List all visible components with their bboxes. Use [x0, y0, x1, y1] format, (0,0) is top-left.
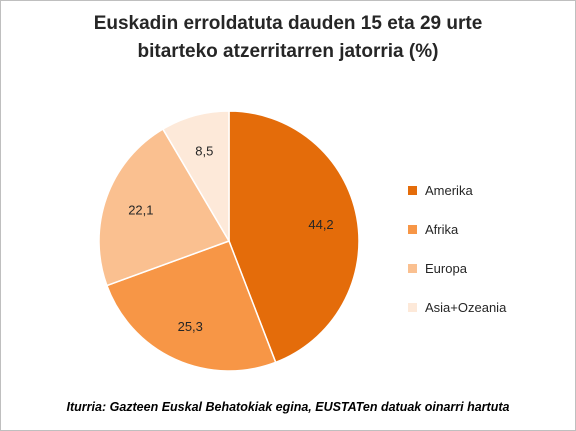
chart-title-line-1: Euskadin erroldatuta dauden 15 eta 29 ur… — [93, 13, 483, 34]
legend-label-asia-ozeania: Asia+Ozeania — [425, 299, 507, 315]
chart-title: Euskadin erroldatuta dauden 15 eta 29 ur… — [0, 10, 576, 66]
data-label-afrika: 25,3 — [178, 319, 203, 334]
data-label-europa: 22,1 — [128, 202, 153, 217]
legend: Amerika Afrika Europa Asia+Ozeania — [408, 180, 506, 336]
source-note: Iturria: Gazteen Euskal Behatokiak egina… — [66, 400, 510, 414]
pie-slice-amerika — [228, 110, 360, 364]
data-label-asia-ozeania: 8,5 — [195, 144, 213, 159]
legend-item-europa: Europa — [408, 258, 506, 278]
legend-swatch-afrika — [408, 224, 417, 234]
legend-swatch-asia-ozeania — [408, 302, 417, 312]
legend-label-afrika: Afrika — [425, 221, 459, 237]
legend-label-amerika: Amerika — [425, 182, 473, 198]
pie-slice-asia-ozeania — [161, 110, 230, 244]
legend-swatch-amerika — [408, 185, 417, 195]
data-label-amerika: 44,2 — [308, 217, 333, 232]
legend-swatch-europa — [408, 263, 417, 273]
legend-item-amerika: Amerika — [408, 180, 506, 200]
legend-item-asia-ozeania: Asia+Ozeania — [408, 297, 506, 317]
pie-slice-europa — [98, 128, 231, 287]
legend-item-afrika: Afrika — [408, 219, 506, 239]
legend-label-europa: Europa — [425, 260, 467, 276]
chart-title-line-2: bitarteko atzerritarren jatorria (%) — [137, 41, 439, 62]
pie-slice-afrika — [105, 240, 277, 372]
